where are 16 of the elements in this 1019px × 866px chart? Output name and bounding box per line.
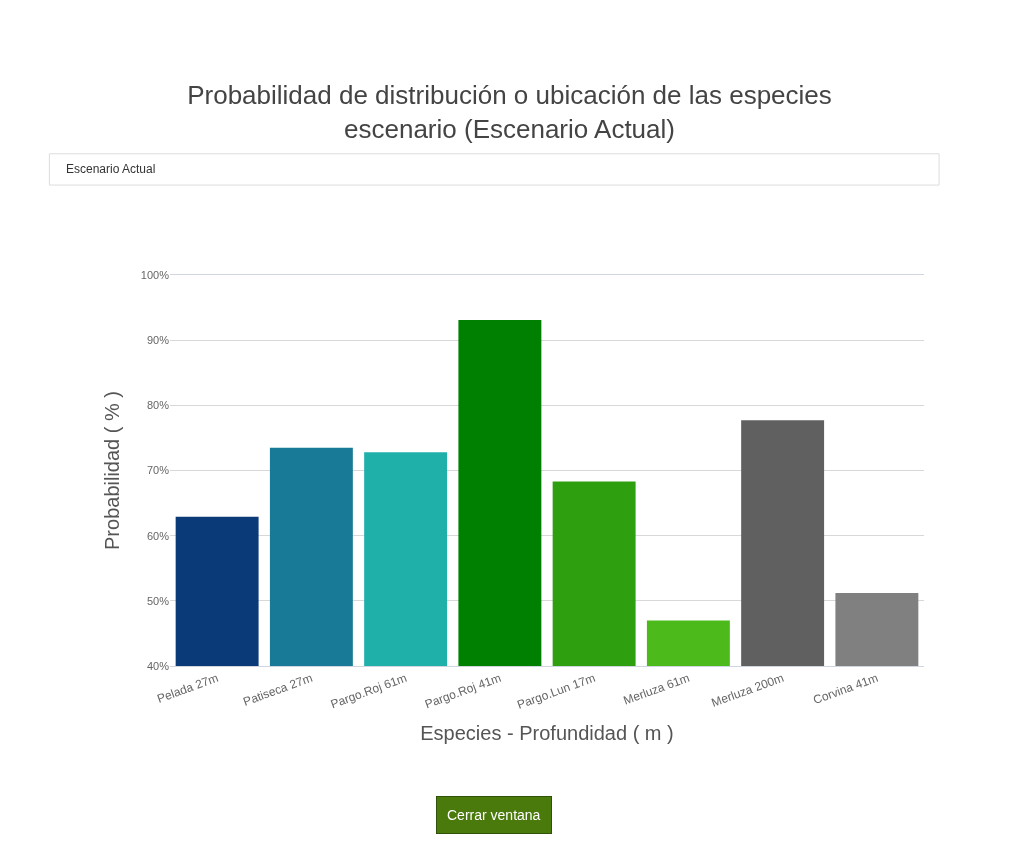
- text: Escenario Actual: [66, 162, 156, 176]
- x-tick-label: Merluza 200m: [709, 670, 786, 710]
- x-tick-label: Corvina 41m: [811, 670, 880, 708]
- y-tick-label: 40%: [146, 659, 170, 672]
- y-tick-label: 100%: [140, 268, 170, 281]
- y-axis-title: Probabilidad ( % ): [101, 391, 124, 550]
- chart-title: Probabilidad de distribución o ubicación de las especies escenario (Escenario Actual): [187, 79, 832, 144]
- y-tick-label: 90%: [146, 334, 170, 347]
- text: Cerrar ventana: [447, 807, 541, 823]
- x-axis-title: Especies - Profundidad ( m ): [420, 722, 674, 745]
- y-tick-label: 60%: [146, 529, 170, 542]
- x-tick-label: Merluza 61m: [621, 670, 692, 708]
- y-tick-label: 50%: [146, 594, 170, 607]
- x-tick-label: Pelada 27m: [155, 670, 221, 706]
- y-tick-label: 80%: [146, 399, 170, 412]
- y-tick-label: 70%: [146, 464, 170, 477]
